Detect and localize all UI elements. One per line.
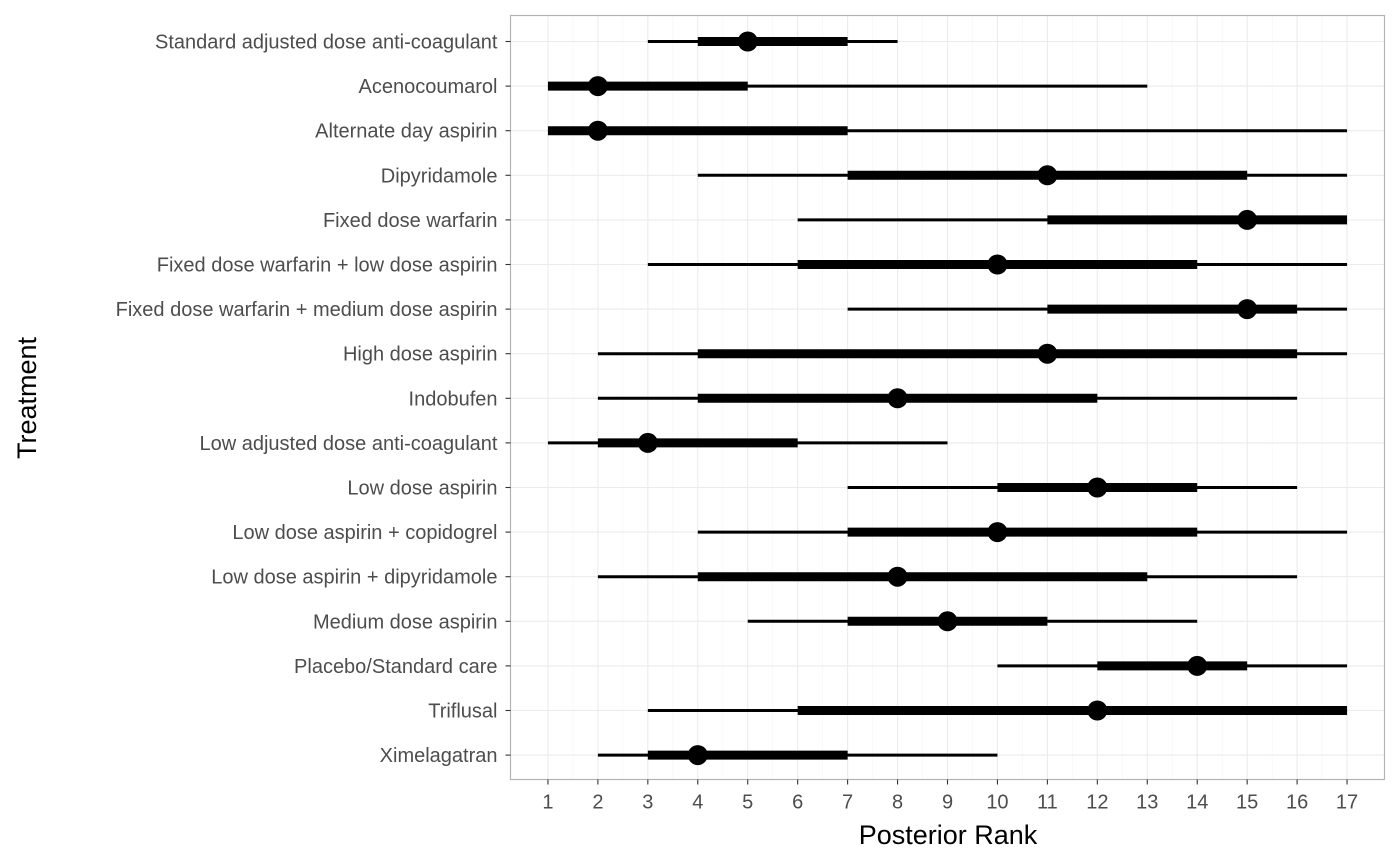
x-tick-label: 12 xyxy=(1086,792,1108,814)
x-tick-label: 13 xyxy=(1136,792,1158,814)
median-point xyxy=(1037,165,1058,186)
y-tick-label: Medium dose aspirin xyxy=(313,611,498,633)
y-tick-label: Indobufen xyxy=(409,388,498,410)
y-tick-label: Fixed dose warfarin + low dose aspirin xyxy=(157,255,498,277)
y-tick-label: Triflusal xyxy=(428,701,497,723)
y-tick-label: Alternate day aspirin xyxy=(315,121,497,143)
y-axis-title: Treatment xyxy=(12,336,42,459)
x-tick-label: 17 xyxy=(1336,792,1358,814)
median-point xyxy=(737,31,758,52)
x-tick-label: 15 xyxy=(1236,792,1258,814)
median-point xyxy=(987,254,1008,275)
median-point xyxy=(637,432,658,453)
y-tick-label: Dipyridamole xyxy=(381,165,498,187)
median-point xyxy=(887,566,908,587)
y-tick-label: Standard adjusted dose anti-coagulant xyxy=(155,32,498,54)
x-tick-label: 1 xyxy=(542,792,553,814)
y-tick-label: Placebo/Standard care xyxy=(294,656,497,678)
median-point xyxy=(987,522,1008,543)
median-point xyxy=(1187,655,1208,676)
y-tick-label: Fixed dose warfarin + medium dose aspiri… xyxy=(116,299,498,321)
median-point xyxy=(1087,700,1108,721)
x-tick-label: 3 xyxy=(642,792,653,814)
median-point xyxy=(1237,299,1258,320)
median-point xyxy=(1087,477,1108,498)
y-tick-label: Low adjusted dose anti-coagulant xyxy=(200,433,498,455)
x-tick-label: 2 xyxy=(592,792,603,814)
x-tick-label: 6 xyxy=(792,792,803,814)
y-tick-label: Acenocoumarol xyxy=(359,76,498,98)
x-tick-label: 16 xyxy=(1286,792,1308,814)
y-tick-label: Low dose aspirin + copidogrel xyxy=(232,522,497,544)
x-tick-label: 4 xyxy=(692,792,703,814)
x-axis: 1 2 3 4 5 6 7 8 9 10 11 12 13 14 15 16 17 xyxy=(542,779,1358,814)
median-point xyxy=(1237,209,1258,230)
x-tick-label: 11 xyxy=(1037,792,1058,814)
median-point xyxy=(937,611,958,632)
y-tick-label: Low dose aspirin xyxy=(347,478,497,500)
x-tick-label: 10 xyxy=(986,792,1008,814)
y-tick-label: Fixed dose warfarin xyxy=(323,210,498,232)
median-point xyxy=(587,76,608,97)
x-tick-label: 9 xyxy=(942,792,953,814)
y-tick-label: Ximelagatran xyxy=(380,745,498,767)
x-tick-label: 5 xyxy=(742,792,753,814)
median-point xyxy=(887,388,908,409)
median-point xyxy=(587,120,608,141)
interval-marks xyxy=(547,31,1348,766)
y-tick-label: High dose aspirin xyxy=(343,344,498,366)
x-tick-label: 7 xyxy=(842,792,853,814)
x-tick-label: 14 xyxy=(1186,792,1208,814)
x-axis-title: Posterior Rank xyxy=(859,820,1038,850)
median-point xyxy=(687,745,708,766)
y-tick-label: Low dose aspirin + dipyridamole xyxy=(211,567,497,589)
y-axis: Standard adjusted dose anti-coagulant Ace… xyxy=(116,32,511,767)
median-point xyxy=(1037,343,1058,364)
x-tick-label: 8 xyxy=(892,792,903,814)
